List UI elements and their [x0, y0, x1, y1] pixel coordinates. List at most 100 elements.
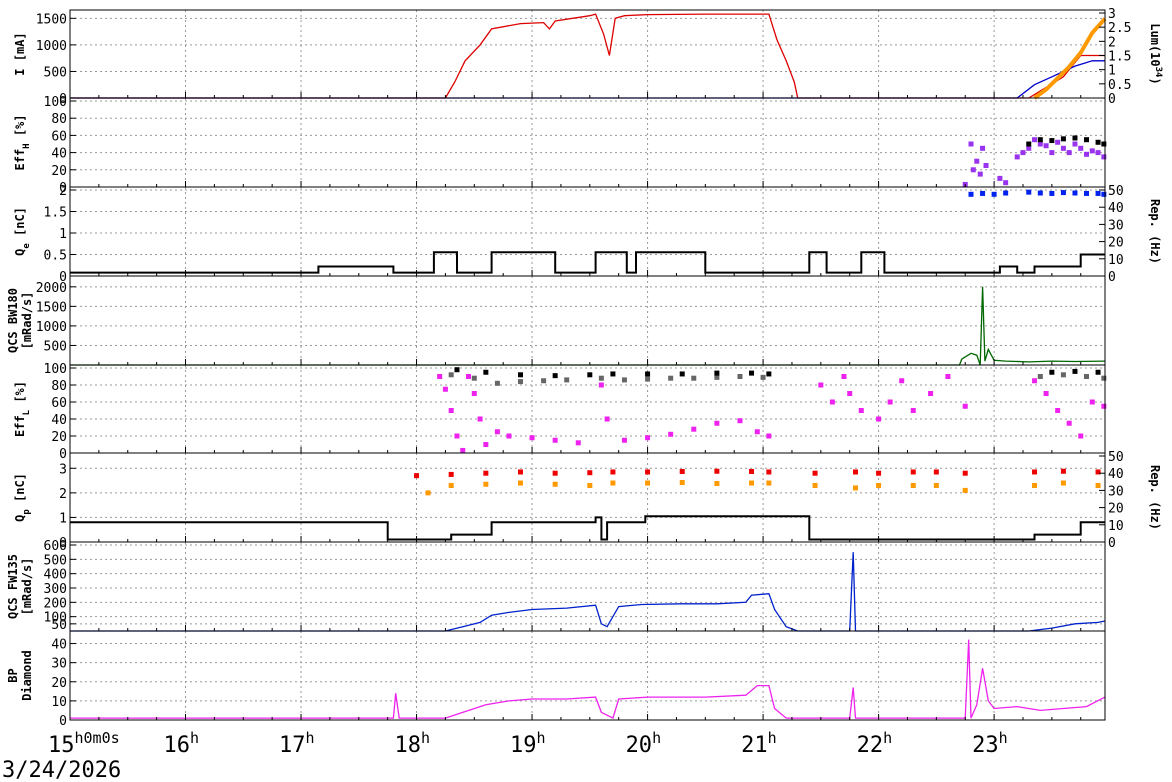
y-right-tick-label: 40 [1108, 467, 1124, 482]
data-point [1003, 180, 1009, 186]
data-point [518, 379, 524, 385]
y-tick-label: 2000 [36, 281, 67, 296]
y-right-tick-label: 0.5 [1108, 78, 1131, 93]
data-point [587, 372, 593, 378]
data-point [598, 375, 604, 381]
data-point [887, 399, 893, 405]
data-point [737, 418, 743, 424]
data-point [518, 480, 524, 486]
data-point [933, 482, 939, 488]
data-point [714, 420, 720, 426]
data-point [977, 171, 983, 177]
data-point [1078, 145, 1084, 151]
y-axis-right-label: Rep. (Hz) [1148, 465, 1162, 530]
data-point [679, 468, 685, 474]
series-line [70, 60, 1105, 99]
panel-frames [69, 9, 1106, 721]
data-point [847, 391, 853, 396]
y-tick-label: 40 [51, 413, 67, 428]
y-right-tick-label: 10 [1108, 253, 1124, 268]
data-point [518, 372, 524, 378]
data-point [1026, 189, 1032, 195]
series-line [1033, 17, 1107, 100]
y-tick-label: 20 [51, 676, 67, 691]
data-point [645, 371, 651, 377]
axis-labels-layer: 15h0m0s 16h 17h 18h 19h 20h 21h 22h 23h050010001… [6, 7, 1163, 758]
data-point [1066, 150, 1072, 156]
y-tick-label: 0 [59, 536, 67, 551]
data-point [1066, 420, 1072, 426]
data-point [974, 158, 980, 164]
x-tick-label: 21h [741, 729, 777, 758]
data-point [1043, 391, 1049, 396]
data-point [983, 163, 989, 168]
data-point [1084, 374, 1090, 379]
data-point [910, 482, 916, 488]
data-point [691, 375, 697, 381]
data-point [1095, 469, 1101, 475]
y-tick-label: 80 [51, 379, 67, 394]
data-point [552, 437, 558, 443]
data-point [471, 375, 477, 381]
data-point [1089, 399, 1095, 405]
data-point [760, 374, 766, 380]
y-right-tick-label: 2.5 [1108, 21, 1131, 36]
date-label: 3/24/2026 [2, 758, 121, 782]
data-point [483, 442, 489, 447]
data-point [997, 175, 1003, 181]
panel-frame [69, 541, 1106, 632]
y-tick-label: 60 [51, 129, 67, 144]
data-point [766, 480, 772, 486]
data-point [754, 429, 760, 435]
y-axis-label: Qe [nC] [13, 207, 32, 256]
y-axis-label: [mRad/s] [20, 292, 34, 350]
y-right-tick-label: 0 [1108, 536, 1116, 551]
data-point [1060, 372, 1066, 378]
y-axis-label: QCS BW180 [6, 288, 20, 353]
y-tick-label: 10 [51, 695, 67, 710]
y-right-tick-label: 10 [1108, 519, 1124, 534]
y-axis-label: QCS FW135 [6, 554, 20, 619]
data-point [1049, 138, 1055, 144]
y-tick-label: 200 [44, 596, 67, 611]
y-tick-label: 40 [51, 638, 67, 653]
data-point [1014, 154, 1020, 160]
x-tick-label: 22h [857, 729, 893, 758]
data-point [454, 367, 460, 373]
x-tick-label: 15h0m0s [48, 729, 120, 758]
data-point [749, 370, 755, 376]
y-right-tick-label: 30 [1108, 218, 1124, 233]
y-tick-label: 100 [44, 611, 67, 626]
data-point [1084, 190, 1090, 196]
data-point [1020, 150, 1026, 156]
data-point [766, 469, 772, 475]
data-point [1032, 469, 1038, 475]
data-point [645, 480, 651, 486]
data-point [1060, 136, 1066, 142]
data-point [812, 470, 818, 476]
data-point [829, 399, 835, 405]
data-point [518, 469, 524, 475]
data-point [448, 372, 454, 378]
data-point [668, 431, 674, 437]
data-point [1037, 141, 1043, 147]
data-point [1003, 190, 1009, 196]
data-point [1032, 482, 1038, 488]
data-point [552, 373, 558, 379]
y-axis-label: EffH [%] [13, 114, 32, 170]
data-point [1101, 154, 1107, 160]
y-tick-label: 0 [59, 181, 67, 196]
data-point [766, 433, 772, 439]
data-point [1072, 141, 1078, 147]
data-point [529, 435, 535, 441]
data-point [910, 469, 916, 475]
y-tick-label: 60 [51, 396, 67, 411]
data-point [483, 481, 489, 487]
data-point [1072, 368, 1078, 374]
series-line [70, 552, 1106, 632]
data-point [980, 190, 986, 196]
data-point [1037, 137, 1043, 143]
data-point [471, 391, 477, 396]
panel-frame [69, 9, 1106, 99]
